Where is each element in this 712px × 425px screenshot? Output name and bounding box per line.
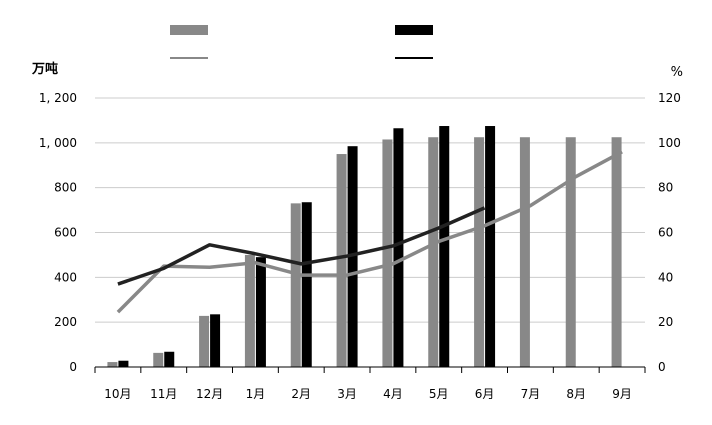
bar-black	[164, 351, 175, 367]
right-tick-label: 120	[658, 91, 681, 105]
legend	[170, 25, 433, 59]
x-tick-label: 10月	[104, 387, 131, 401]
left-tick-label: 400	[54, 270, 77, 284]
left-tick-label: 600	[54, 226, 77, 240]
right-tick-label: 80	[658, 181, 673, 195]
x-axis-ticks: 10月 11月 12月 1月 2月 3月 4月 5月 6月 7月 8月 9月	[104, 387, 632, 401]
lines	[116, 150, 623, 314]
bars	[107, 126, 622, 367]
x-tick-label: 3月	[337, 387, 357, 401]
x-tick-label: 4月	[383, 387, 403, 401]
right-tick-label: 0	[658, 360, 666, 374]
line-black	[117, 206, 486, 286]
bar-gray	[382, 139, 393, 367]
line-gray	[116, 150, 623, 314]
bar-gray	[290, 203, 301, 367]
bar-black	[255, 257, 266, 367]
gridlines	[95, 97, 645, 323]
bar-black	[439, 126, 450, 367]
left-tick-label: 1, 200	[39, 91, 77, 105]
bar-black	[393, 128, 404, 367]
legend-swatch-bar-gray	[170, 25, 208, 35]
x-tick-label: 7月	[521, 387, 541, 401]
x-tick-label: 11月	[150, 387, 177, 401]
right-axis-ticks: 0 20 40 60 80 100 120	[658, 91, 681, 374]
bar-gray	[519, 137, 530, 367]
x-tick-label: 6月	[475, 387, 495, 401]
bar-black	[210, 314, 221, 367]
bar-gray	[336, 154, 347, 367]
left-axis-ticks: 0 200 400 600 800 1, 000 1, 200	[39, 91, 77, 374]
right-tick-label: 60	[658, 226, 673, 240]
bar-gray	[565, 137, 576, 367]
x-tick-label: 5月	[429, 387, 449, 401]
bar-gray	[107, 362, 118, 367]
left-tick-label: 800	[54, 181, 77, 195]
bar-black	[485, 126, 496, 367]
left-axis-unit: 万吨	[31, 61, 58, 77]
left-tick-label: 0	[69, 360, 77, 374]
x-tick-label: 8月	[566, 387, 586, 401]
bar-gray	[611, 137, 622, 367]
bar-black	[301, 202, 312, 367]
right-axis-unit: %	[671, 65, 683, 80]
bar-gray	[199, 315, 210, 367]
x-tick-label: 12月	[196, 387, 223, 401]
x-tick-label: 9月	[612, 387, 632, 401]
legend-swatch-bar-black	[395, 25, 433, 35]
left-tick-label: 1, 000	[39, 136, 77, 150]
bar-gray	[474, 137, 485, 367]
right-tick-label: 40	[658, 270, 673, 284]
x-axis	[94, 366, 646, 373]
x-tick-label: 2月	[291, 387, 311, 401]
left-tick-label: 200	[54, 315, 77, 329]
bar-gray	[428, 137, 439, 367]
bar-black	[118, 360, 129, 367]
right-tick-label: 20	[658, 315, 673, 329]
bar-gray	[153, 352, 164, 367]
right-tick-label: 100	[658, 136, 681, 150]
bar-gray	[244, 254, 255, 367]
x-tick-label: 1月	[246, 387, 266, 401]
